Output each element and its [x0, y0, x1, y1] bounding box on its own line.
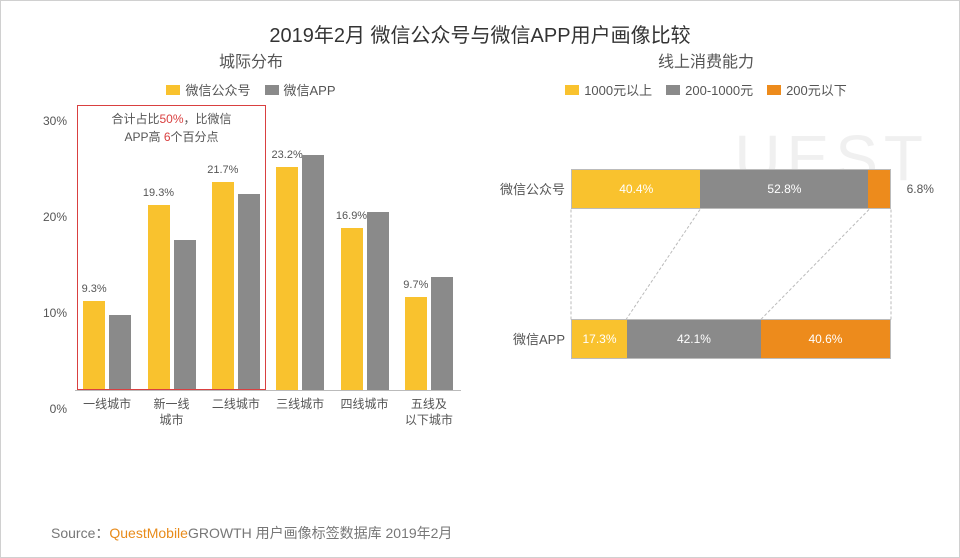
- bar: 9.7%: [405, 297, 427, 390]
- x-category-label: 三线城市: [276, 397, 324, 413]
- x-category-label: 新一线城市: [153, 397, 189, 428]
- stack-connector: [626, 209, 701, 320]
- stack-segment: [868, 170, 890, 208]
- bar: [431, 277, 453, 390]
- x-category-label: 五线及以下城市: [405, 397, 453, 428]
- left-subtitle: 城际分布: [31, 48, 471, 72]
- y-axis: 0%10%20%30%: [31, 103, 71, 403]
- stack-segment: 17.3%: [572, 320, 627, 358]
- x-category-label: 四线城市: [340, 397, 388, 413]
- stack-segment: 42.1%: [627, 320, 761, 358]
- source-prefix: Source：: [51, 525, 109, 541]
- legend-item: 200元以下: [767, 80, 847, 99]
- bar: [367, 212, 389, 390]
- bar-value-label: 23.2%: [272, 149, 303, 161]
- stack-row-label: 微信公众号: [481, 179, 565, 198]
- x-axis-labels: 一线城市 新一线城市 二线城市三线城市四线城市 五线及以下城市: [75, 393, 461, 433]
- source-brand: QuestMobile: [109, 525, 188, 541]
- x-category-label: 二线城市: [212, 397, 260, 413]
- source-rest: GROWTH 用户画像标签数据库 2019年2月: [188, 525, 452, 541]
- bar: 23.2%: [276, 167, 298, 390]
- spending-chart: 线上消费能力 1000元以上 200-1000元 200元以下 微信公众号 40.4%…: [471, 48, 931, 433]
- bar: 16.9%: [341, 228, 363, 390]
- source-line: Source：QuestMobileGROWTH 用户画像标签数据库 2019年…: [51, 523, 452, 543]
- stack-row-label: 微信APP: [481, 329, 565, 348]
- bar: [302, 155, 324, 390]
- stack-connector: [761, 209, 870, 320]
- city-tier-chart: 城际分布 微信公众号微信APP 0%10%20%30% 9.3%19.3%21.…: [1, 48, 471, 433]
- stack-area: 微信公众号 40.4%52.8% 微信APP 17.3%42.1%40.6%: [481, 129, 931, 429]
- chart-container: UEST 2019年2月 微信公众号与微信APP用户画像比较 城际分布 微信公众…: [0, 0, 960, 558]
- bar-group: 9.7%: [405, 277, 453, 390]
- legend-item: 微信APP: [265, 80, 336, 99]
- plot-area: 9.3%19.3%21.7%23.2%16.9%9.7%合计占比50%，比微信A…: [75, 103, 461, 391]
- bar-group: 16.9%: [341, 212, 389, 390]
- bar-value-label: 16.9%: [336, 210, 367, 222]
- bar-group: 23.2%: [276, 155, 324, 390]
- charts-row: 城际分布 微信公众号微信APP 0%10%20%30% 9.3%19.3%21.…: [1, 48, 959, 433]
- stack-segment: 52.8%: [700, 170, 868, 208]
- legend-item: 200-1000元: [666, 80, 753, 99]
- bar-value-label: 9.7%: [403, 279, 428, 291]
- legend-item: 微信公众号: [166, 80, 250, 99]
- stack-row: 17.3%42.1%40.6%: [571, 319, 891, 359]
- left-legend: 微信公众号微信APP: [31, 80, 471, 99]
- x-category-label: 一线城市: [83, 397, 131, 413]
- bar-area: 0%10%20%30% 9.3%19.3%21.7%23.2%16.9%9.7%…: [31, 103, 471, 433]
- annotation-box: 合计占比50%，比微信APP高 6个百分点: [77, 105, 266, 390]
- right-subtitle: 线上消费能力: [481, 48, 931, 72]
- right-legend: 1000元以上 200-1000元 200元以下: [481, 80, 931, 99]
- legend-item: 1000元以上: [565, 80, 652, 99]
- stack-segment: 40.4%: [572, 170, 700, 208]
- stack-connector: [891, 210, 892, 320]
- stack-connector: [571, 210, 572, 320]
- main-title: 2019年2月 微信公众号与微信APP用户画像比较: [1, 1, 959, 48]
- stack-row: 40.4%52.8%: [571, 169, 891, 209]
- stack-segment: 40.6%: [761, 320, 890, 358]
